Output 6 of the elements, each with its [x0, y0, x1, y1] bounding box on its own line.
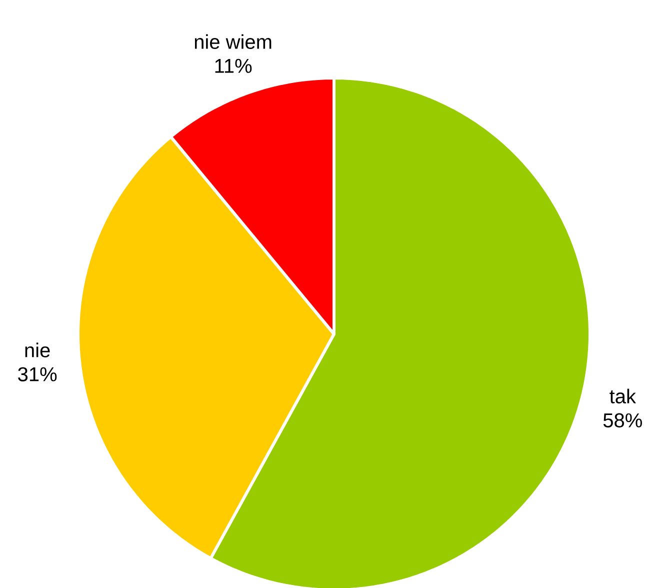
slice-label: nie wiem: [194, 34, 272, 49]
data-label: 31%: [18, 367, 57, 382]
data-label: 58%: [603, 413, 642, 428]
slice-label: tak: [610, 388, 636, 404]
data-label: 11%: [215, 58, 252, 73]
slice-label: nie: [25, 342, 50, 358]
